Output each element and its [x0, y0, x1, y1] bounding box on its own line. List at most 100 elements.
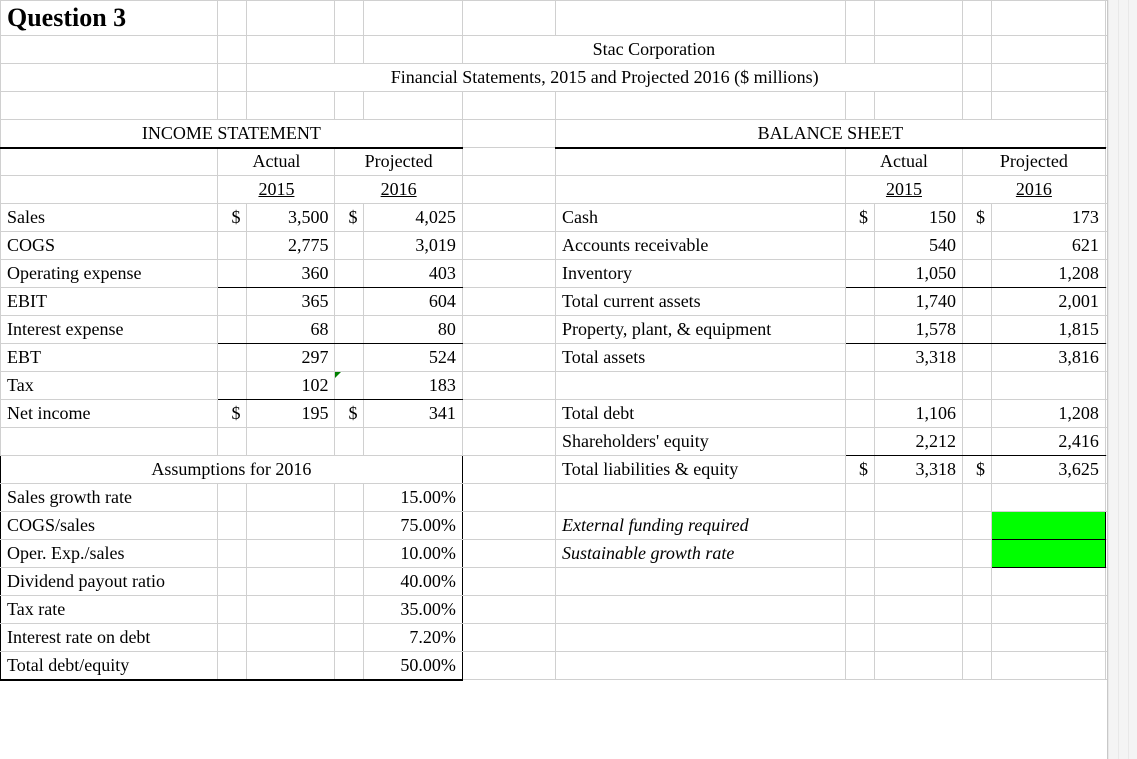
is-val-p: 403: [364, 260, 462, 288]
row-section-headers: INCOME STATEMENT BALANCE SHEET: [1, 120, 1137, 148]
is-label: EBT: [1, 344, 218, 372]
is-label: COGS: [1, 232, 218, 260]
is-projected-label: Projected: [335, 148, 462, 176]
bs-label: Cash: [556, 204, 846, 232]
is-dollar-a: [218, 260, 247, 288]
assumption-value: 50.00%: [364, 652, 462, 680]
assumption-value: 35.00%: [364, 596, 462, 624]
bs-val-a: 2,212: [874, 428, 962, 456]
bs-dollar-p: [962, 428, 991, 456]
bs-val-p: 2,416: [991, 428, 1105, 456]
bs-extra-highlight: [991, 512, 1105, 540]
assumption-label: Dividend payout ratio: [1, 568, 218, 596]
is-val-a: 68: [247, 316, 335, 344]
bs-label: Total current assets: [556, 288, 846, 316]
data-row: EBT297524Total assets3,3183,816: [1, 344, 1137, 372]
income-statement-header: INCOME STATEMENT: [1, 120, 463, 148]
bs-label: Property, plant, & equipment: [556, 316, 846, 344]
is-dollar-p: [335, 372, 364, 400]
data-row: Sales$3,500$4,025Cash$150$173: [1, 204, 1137, 232]
bs-val-a: 1,578: [874, 316, 962, 344]
assumption-row: Oper. Exp./sales10.00%Sustainable growth…: [1, 540, 1137, 568]
assumption-row: Interest rate on debt7.20%: [1, 624, 1137, 652]
is-year-2016: 2016: [335, 176, 462, 204]
bs-year-2016: 2016: [962, 176, 1105, 204]
assumptions-title: Assumptions for 2016: [1, 456, 463, 484]
is-dollar-p: [335, 288, 364, 316]
row-blank-1: [1, 92, 1137, 120]
bs-val-p: 1,208: [991, 260, 1105, 288]
bs-dollar-p: [962, 316, 991, 344]
bs-val-p: 3,816: [991, 344, 1105, 372]
is-year-2015: 2015: [218, 176, 335, 204]
bs-projected-label: Projected: [962, 148, 1105, 176]
bs-val-a: 540: [874, 232, 962, 260]
assumption-value: 15.00%: [364, 484, 462, 512]
question-title: Question 3: [1, 1, 218, 36]
bs-val-a: 3,318: [874, 344, 962, 372]
bs-dollar-p: [962, 232, 991, 260]
is-val-p: 183: [364, 372, 462, 400]
assumption-label: Total debt/equity: [1, 652, 218, 680]
assumption-label: COGS/sales: [1, 512, 218, 540]
spreadsheet-wrap: Question 3 Stac Corporation Financial St…: [0, 0, 1137, 759]
is-dollar-a: $: [218, 400, 247, 428]
is-dollar-p: [335, 344, 364, 372]
bs-dollar-p-tle: $: [962, 456, 991, 484]
is-val-a: 195: [247, 400, 335, 428]
is-dollar-a: [218, 232, 247, 260]
is-dollar-p: [335, 316, 364, 344]
is-val-p: 604: [364, 288, 462, 316]
bs-dollar-p: [962, 260, 991, 288]
row-subtitle: Financial Statements, 2015 and Projected…: [1, 64, 1137, 92]
bs-actual-label: Actual: [845, 148, 962, 176]
bs-val-a: 150: [874, 204, 962, 232]
bs-label-tle: Total liabilities & equity: [556, 456, 846, 484]
is-val-p: 80: [364, 316, 462, 344]
data-row: Net income$195$341Total debt1,1061,208: [1, 400, 1137, 428]
data-row: Operating expense360403Inventory1,0501,2…: [1, 260, 1137, 288]
bs-dollar-a: [845, 400, 874, 428]
assumption-label: Tax rate: [1, 596, 218, 624]
bs-val-p: 2,001: [991, 288, 1105, 316]
assumption-row: Sales growth rate15.00%: [1, 484, 1137, 512]
is-label: Sales: [1, 204, 218, 232]
bs-label: Shareholders' equity: [556, 428, 846, 456]
balance-sheet-header: BALANCE SHEET: [556, 120, 1106, 148]
is-val-a: 102: [247, 372, 335, 400]
is-label: Operating expense: [1, 260, 218, 288]
row-company: Stac Corporation: [1, 36, 1137, 64]
data-row: Tax 102 183: [1, 372, 1137, 400]
is-dollar-p: [335, 260, 364, 288]
is-actual-label: Actual: [218, 148, 335, 176]
bs-dollar-p: $: [962, 204, 991, 232]
bs-dollar-a-tle: $: [845, 456, 874, 484]
is-dollar-p: [335, 232, 364, 260]
is-dollar-a: [218, 316, 247, 344]
spreadsheet-grid: Question 3 Stac Corporation Financial St…: [0, 0, 1137, 681]
bs-label: Total assets: [556, 344, 846, 372]
is-val-a: 2,775: [247, 232, 335, 260]
assumption-value: 7.20%: [364, 624, 462, 652]
bs-label: Accounts receivable: [556, 232, 846, 260]
company-name: Stac Corporation: [462, 36, 845, 64]
is-dollar-a: [218, 372, 247, 400]
row-title: Question 3: [1, 1, 1137, 36]
is-val-a: 365: [247, 288, 335, 316]
bs-extra-label: Sustainable growth rate: [556, 540, 846, 568]
is-label: Tax: [1, 372, 218, 400]
bs-dollar-a: [845, 260, 874, 288]
is-dollar-p: $: [335, 204, 364, 232]
worksheet-edge-shadow: [1107, 0, 1137, 759]
data-row: COGS2,7753,019Accounts receivable540621: [1, 232, 1137, 260]
data-row: Interest expense 68 80 Property, plant, & e…: [1, 316, 1137, 344]
bs-val-a: 1,106: [874, 400, 962, 428]
is-val-p: 4,025: [364, 204, 462, 232]
assumption-row: COGS/sales75.00%External funding require…: [1, 512, 1137, 540]
is-label: Net income: [1, 400, 218, 428]
assumption-value: 75.00%: [364, 512, 462, 540]
bs-label: Total debt: [556, 400, 846, 428]
is-dollar-a: [218, 288, 247, 316]
is-label: Interest expense: [1, 316, 218, 344]
data-row: EBIT365604Total current assets1,7402,001: [1, 288, 1137, 316]
